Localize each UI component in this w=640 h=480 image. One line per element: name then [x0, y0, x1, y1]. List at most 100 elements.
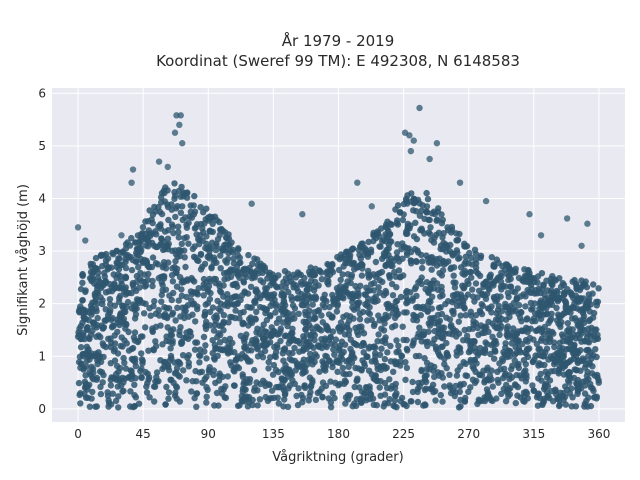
scatter-point	[192, 254, 199, 261]
scatter-point	[549, 398, 557, 405]
scatter-point	[351, 383, 358, 391]
scatter-point	[454, 237, 461, 244]
scatter-point	[175, 297, 182, 304]
scatter-point	[261, 264, 269, 271]
scatter-point	[399, 323, 406, 330]
scatter-point	[217, 252, 224, 259]
scatter-point	[413, 317, 421, 324]
scatter-point	[487, 350, 494, 358]
scatter-point	[207, 215, 214, 222]
scatter-point	[414, 249, 422, 256]
scatter-point	[225, 345, 232, 352]
scatter-point	[200, 275, 208, 283]
scatter-point	[438, 370, 445, 377]
scatter-point	[239, 371, 246, 378]
scatter-point	[93, 308, 100, 315]
scatter-point	[218, 390, 226, 397]
scatter-point	[305, 343, 312, 350]
scatter-point	[251, 274, 259, 281]
scatter-point	[427, 224, 434, 231]
scatter-point	[197, 251, 205, 259]
scatter-point	[380, 403, 387, 410]
scatter-point	[497, 278, 505, 285]
scatter-point	[554, 289, 561, 296]
scatter-point	[311, 331, 318, 339]
scatter-point	[223, 235, 231, 242]
scatter-point	[314, 308, 321, 315]
scatter-point	[457, 264, 465, 271]
scatter-point	[251, 269, 258, 276]
scatter-point	[374, 338, 381, 345]
scatter-point	[140, 310, 148, 317]
scatter-point	[226, 300, 233, 307]
scatter-point	[416, 383, 423, 390]
scatter-point	[435, 205, 442, 212]
scatter-point	[376, 384, 383, 391]
outlier-point	[537, 232, 545, 239]
scatter-point	[339, 364, 347, 372]
scatter-point	[496, 331, 503, 338]
scatter-point	[403, 336, 410, 344]
x-tick-label: 45	[136, 427, 151, 441]
scatter-point	[263, 316, 271, 324]
scatter-point	[522, 361, 529, 368]
scatter-point	[395, 348, 402, 355]
scatter-point	[363, 353, 371, 361]
scatter-point	[527, 281, 535, 289]
scatter-point	[189, 378, 196, 385]
scatter-point	[169, 340, 176, 347]
scatter-point	[226, 335, 234, 342]
scatter-point	[457, 403, 464, 410]
outlier-point	[526, 211, 533, 218]
scatter-point	[109, 322, 116, 330]
scatter-point	[115, 404, 122, 411]
scatter-point	[319, 393, 326, 401]
scatter-point	[365, 309, 372, 316]
scatter-point	[496, 360, 503, 367]
scatter-point	[386, 272, 393, 280]
scatter-point	[113, 362, 121, 370]
scatter-point	[466, 249, 473, 257]
scatter-point	[183, 377, 190, 384]
scatter-point	[419, 258, 426, 265]
scatter-point	[79, 272, 87, 279]
scatter-point	[464, 337, 471, 344]
scatter-point	[460, 285, 467, 292]
scatter-point	[301, 382, 308, 389]
scatter-point	[524, 271, 532, 278]
scatter-point	[107, 382, 115, 389]
scatter-point	[293, 392, 300, 400]
scatter-point	[174, 304, 181, 311]
scatter-point	[583, 303, 590, 310]
scatter-point	[77, 322, 85, 330]
scatter-point	[122, 365, 130, 372]
scatter-point	[77, 335, 84, 343]
scatter-point	[161, 311, 169, 318]
scatter-point	[223, 259, 230, 266]
scatter-point	[241, 338, 248, 346]
y-tick-label: 3	[38, 244, 46, 258]
scatter-point	[190, 289, 197, 296]
scatter-point	[217, 265, 224, 272]
scatter-point	[570, 348, 577, 355]
scatter-point	[298, 281, 306, 288]
scatter-point	[259, 279, 267, 286]
scatter-point	[372, 353, 379, 360]
scatter-point	[290, 271, 297, 278]
scatter-point	[438, 310, 446, 318]
scatter-point	[522, 388, 530, 395]
scatter-point	[499, 355, 506, 362]
scatter-point	[417, 312, 424, 319]
scatter-point	[210, 254, 218, 261]
scatter-point	[394, 241, 401, 248]
scatter-point	[571, 366, 578, 373]
scatter-point	[437, 391, 444, 399]
scatter-point	[384, 349, 391, 356]
scatter-point	[77, 390, 84, 397]
scatter-point	[262, 328, 269, 335]
scatter-point	[329, 389, 336, 397]
outlier-point	[82, 237, 89, 244]
scatter-point	[114, 328, 121, 336]
scatter-point	[582, 382, 589, 389]
scatter-point	[491, 346, 498, 354]
